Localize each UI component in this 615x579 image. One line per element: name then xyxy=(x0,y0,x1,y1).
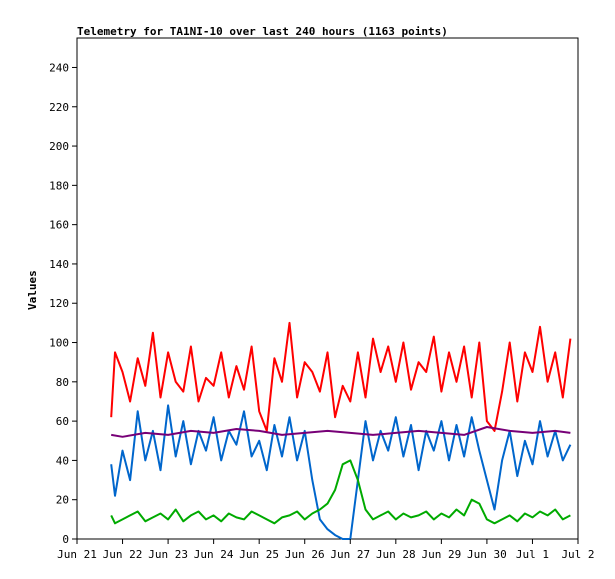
x-tick-label: Jun 28 xyxy=(376,548,416,561)
series-line-3 xyxy=(110,459,571,525)
y-tick-label: 40 xyxy=(56,454,69,467)
y-tick-label: 200 xyxy=(49,140,69,153)
y-tick-label: 140 xyxy=(49,258,69,271)
series-layer xyxy=(110,321,572,540)
y-tick-label: 120 xyxy=(49,297,69,310)
y-axis: 0 20 40 60 80 100 120 140 160 180 200 220 240 xyxy=(49,61,77,546)
y-tick-label: 80 xyxy=(56,376,69,389)
x-tick-label: Jun 26 xyxy=(285,548,325,561)
x-axis: Jun 21 Jun 22 Jun 23 Jun 24 Jun 25 Jun 26 Jun … xyxy=(57,539,595,561)
x-tick-label: Jun 22 xyxy=(103,548,143,561)
y-tick-label: 20 xyxy=(56,494,69,507)
x-tick-label: Jun 27 xyxy=(330,548,370,561)
y-tick-label: 100 xyxy=(49,337,69,350)
chart-title: Telemetry for TA1NI-10 over last 240 hou… xyxy=(77,25,448,38)
y-axis-label: Values xyxy=(26,270,39,310)
y-tick-label: 160 xyxy=(49,219,69,232)
y-tick-label: 0 xyxy=(62,533,69,546)
x-tick-label: Jun 29 xyxy=(421,548,461,561)
y-tick-label: 60 xyxy=(56,415,69,428)
series-line-4 xyxy=(111,426,571,438)
x-tick-label: Jun 23 xyxy=(148,548,188,561)
series-line-2 xyxy=(110,404,572,540)
y-tick-label: 220 xyxy=(49,101,69,114)
plot-frame xyxy=(76,37,579,540)
x-tick-label: Jun 21 xyxy=(57,548,97,561)
x-tick-label: Jun 25 xyxy=(239,548,279,561)
x-tick-label: Jul 1 xyxy=(516,548,549,561)
x-tick-label: Jun 24 xyxy=(194,548,234,561)
y-tick-label: 240 xyxy=(49,61,69,74)
x-tick-label: Jun 30 xyxy=(467,548,507,561)
y-tick-label: 180 xyxy=(49,179,69,192)
x-tick-label: Jul 2 xyxy=(561,548,594,561)
series-line-1 xyxy=(110,321,572,432)
